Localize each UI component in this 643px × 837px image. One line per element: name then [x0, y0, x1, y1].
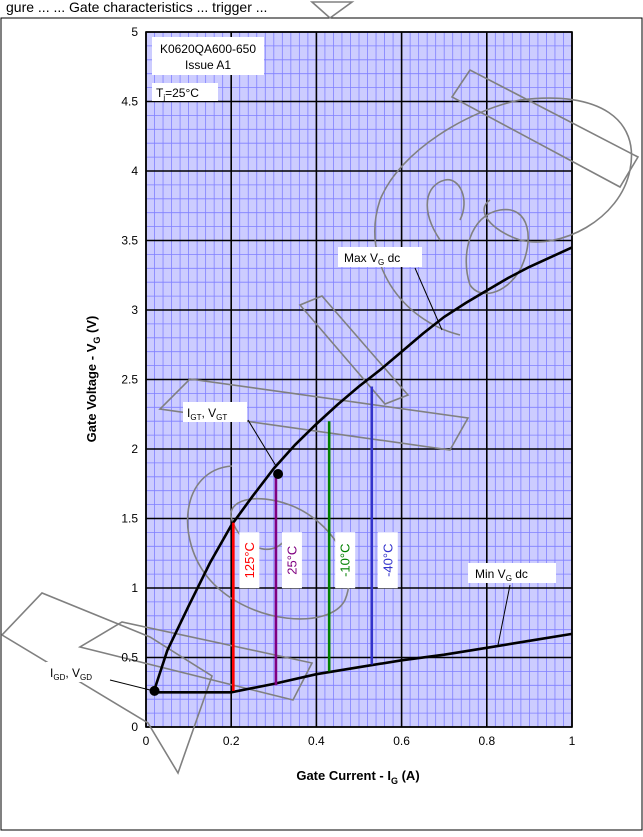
x-tick-label: 0.2 [223, 734, 240, 748]
watermark-shape [426, 179, 465, 241]
temp-label-sub: j [162, 93, 165, 102]
y-tick-label: 5 [131, 25, 138, 39]
max-vg-label-part: Max V [344, 251, 378, 265]
watermark [0, 1, 640, 775]
watermark-shape [450, 68, 640, 189]
x-axis-title-unit: (A) [398, 768, 420, 783]
igt-vgt-label: IGT, VGT [187, 406, 227, 422]
watermark-shape [374, 97, 633, 336]
y-tick-label: 2 [131, 442, 138, 456]
plot-border [145, 31, 573, 728]
max-label-bg [338, 247, 422, 267]
y-tick-label: 1 [131, 581, 138, 595]
watermark-shape [465, 208, 529, 295]
max-vg-label-part: dc [384, 251, 400, 265]
min-label-leader [497, 584, 511, 646]
igt-vgt-label-part: I [187, 406, 190, 420]
watermark-shape [309, 1, 355, 20]
min-vg-label-part: G [506, 574, 512, 583]
marker-point [273, 469, 284, 480]
info-box [152, 37, 264, 75]
y-axis-title-sub: G [92, 337, 102, 344]
x-tick-label: 0.6 [393, 734, 410, 748]
temperature-label: -10°C [338, 544, 353, 577]
series-line [153, 246, 573, 690]
temp-label-bg [152, 83, 218, 101]
y-tick-label: 3 [131, 303, 138, 317]
igt-vgt-label-part: GT [216, 413, 227, 422]
igd-vgd-label-part: GD [53, 673, 65, 682]
igd-label-leader [109, 679, 151, 691]
x-axis-title: Gate Current - IG (A) [296, 768, 419, 786]
curves [149, 246, 573, 696]
annotations: 125°C 25°C -10°C -40°C K0620QA600-650 Issue A… [46, 37, 556, 691]
y-tick-label: 0.5 [121, 651, 138, 665]
temperature-label-bg [239, 532, 260, 589]
min-vg-label-part: dc [512, 567, 528, 581]
igt-vgt-label-part: , V [201, 406, 216, 420]
x-tick-label: 0.4 [308, 734, 325, 748]
max-vg-label-part: G [378, 258, 384, 267]
y-tick-label: 4.5 [121, 95, 138, 109]
marker-point [149, 685, 160, 696]
temperature-label: 125°C [242, 542, 257, 578]
igt-label-bg [183, 402, 247, 422]
temperature-label-bg [377, 532, 398, 589]
temp-label-suffix: =25°C [165, 86, 199, 100]
y-tick-label: 0 [131, 720, 138, 734]
igd-vgd-label-part: , V [65, 666, 80, 680]
header-fragment: gure ... ... Gate characteristics ... tr… [6, 0, 267, 15]
y-tick-label: 3.5 [121, 234, 138, 248]
y-axis-title-main: Gate Voltage - V [84, 343, 99, 442]
y-tick-label: 1.5 [121, 512, 138, 526]
watermark-shape [77, 621, 314, 701]
temperature-label-bg [281, 532, 302, 589]
temp-label: Tj=25°C [156, 86, 199, 102]
watermark-shape [158, 378, 470, 451]
min-vg-label-part: Min V [475, 567, 506, 581]
min-label-bg [468, 563, 556, 583]
temperature-label-bg [335, 532, 356, 589]
min-vg-label: Min VG dc [475, 567, 528, 583]
plot-area [145, 31, 573, 728]
y-axis-title-unit: (V) [84, 316, 99, 337]
temperature-label: 25°C [284, 546, 299, 575]
x-tick-label: 0.8 [478, 734, 495, 748]
y-tick-label: 2.5 [121, 373, 138, 387]
info-box-line: K0620QA600-650 [160, 42, 256, 56]
temp-label-prefix: T [156, 86, 164, 100]
watermark-shape [298, 295, 410, 405]
igd-vgd-label-part: GD [80, 673, 92, 682]
x-tick-label: 0 [143, 734, 150, 748]
x-axis-title-main: Gate Current - I [296, 768, 391, 783]
axes: 0 0.2 0.4 0.6 0.8 1 0 0.5 1 1.5 2 2.5 3 3.5 4 4.5 5 [121, 25, 575, 748]
info-box-line: Issue A1 [185, 58, 231, 72]
y-tick-label: 4 [131, 164, 138, 178]
igd-vgd-label: IGD, VGD [50, 666, 92, 682]
max-vg-label: Max VG dc [344, 251, 400, 267]
igd-vgd-label-part: I [50, 666, 53, 680]
temperature-label: -40°C [380, 544, 395, 577]
series-line [154, 632, 573, 694]
x-tick-label: 1 [569, 734, 576, 748]
x-axis-title-sub: G [391, 776, 398, 786]
igd-label-bg [46, 662, 122, 682]
igt-vgt-label-part: GT [190, 413, 201, 422]
max-label-leader [414, 267, 443, 331]
y-axis-title: Gate Voltage - VG (V) [84, 316, 102, 443]
igt-label-leader [247, 419, 277, 467]
watermark-shape [0, 592, 213, 775]
